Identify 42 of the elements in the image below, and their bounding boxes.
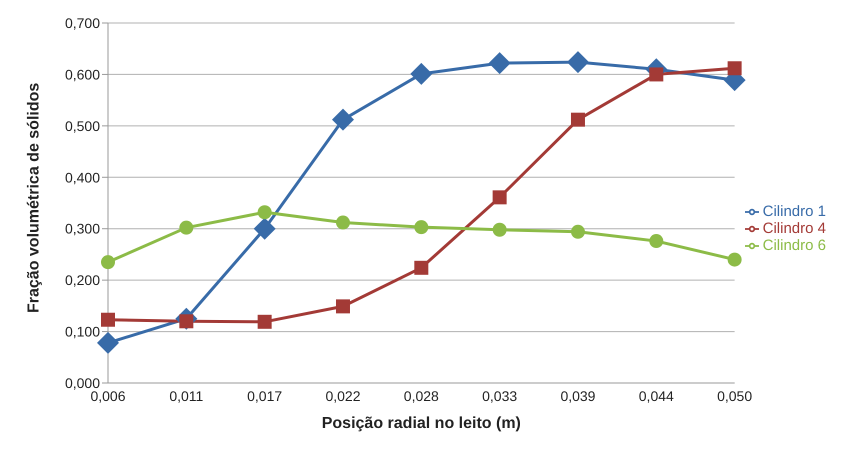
point xyxy=(258,205,272,220)
x-tick-label: 0,028 xyxy=(404,388,440,404)
y-axis-title: Fração volumétrica de sólidos xyxy=(26,82,43,313)
y-tick-label: 0,400 xyxy=(64,169,100,186)
y-tick-label: 0,700 xyxy=(64,14,100,31)
legend-label: Cilindro 4 xyxy=(762,220,826,236)
point xyxy=(570,112,585,127)
point xyxy=(492,222,507,237)
point xyxy=(336,299,350,314)
y-tick-label: 0,300 xyxy=(64,220,100,237)
x-tick-label: 0,050 xyxy=(717,388,752,404)
legend-label: Cilindro 1 xyxy=(762,202,826,220)
point xyxy=(332,108,354,131)
y-tick-label: 0,500 xyxy=(64,118,100,134)
point xyxy=(101,312,115,327)
point xyxy=(414,220,428,234)
point xyxy=(414,260,428,275)
point xyxy=(649,67,664,82)
point xyxy=(728,61,742,76)
y-tick-label: 0,100 xyxy=(64,324,100,340)
point xyxy=(488,52,511,74)
point xyxy=(258,314,272,329)
x-tick-label: 0,039 xyxy=(560,388,596,404)
point xyxy=(179,220,194,235)
point xyxy=(254,218,276,240)
x-tick-label: 0,011 xyxy=(169,388,204,404)
x-tick-label: 0,022 xyxy=(325,388,361,404)
point xyxy=(728,252,742,267)
y-tick-label: 0,200 xyxy=(64,272,100,288)
point xyxy=(101,255,115,270)
point xyxy=(410,62,432,85)
legend-label: Cilindro 6 xyxy=(762,236,826,254)
x-tick-label: 0,017 xyxy=(247,388,282,404)
point xyxy=(570,224,585,239)
point xyxy=(336,216,350,230)
point xyxy=(566,51,589,74)
x-tick-label: 0,033 xyxy=(482,388,518,404)
point xyxy=(649,234,664,248)
x-tick-label: 0,044 xyxy=(638,388,674,404)
point xyxy=(492,190,507,204)
y-tick-label: 0,600 xyxy=(64,66,100,82)
x-axis-title: Posição radial no leito (m) xyxy=(322,415,521,432)
